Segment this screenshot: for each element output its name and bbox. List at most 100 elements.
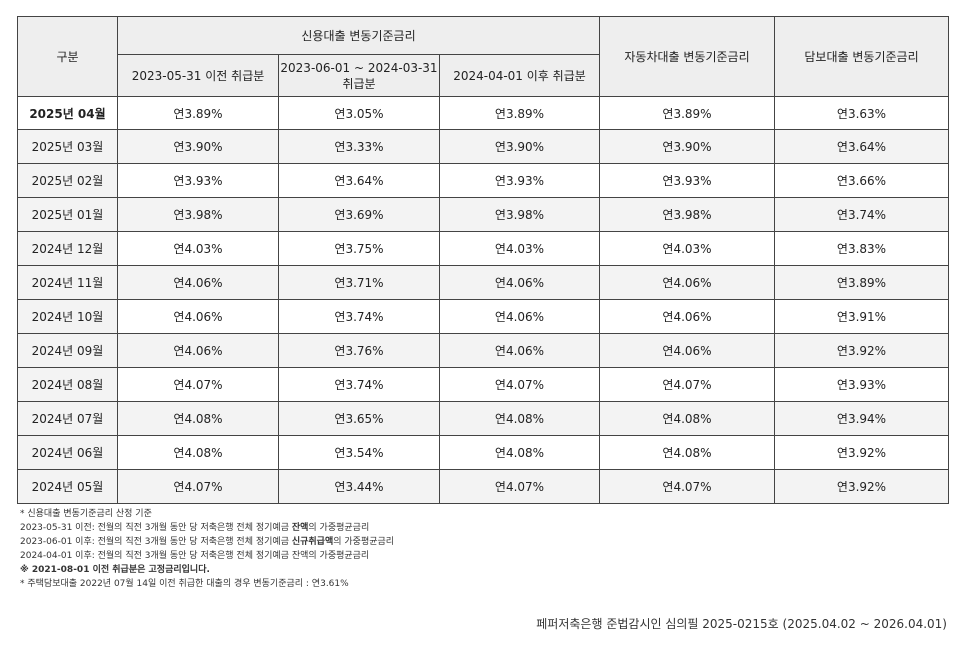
rate-cell: 연4.06% [599, 299, 775, 334]
rate-cell: 연3.92% [774, 435, 949, 470]
rate-cell: 연3.92% [774, 469, 949, 504]
table-row: 2024년 05월 연4.07% 연3.44% 연4.07% 연4.07% 연3.92% [17, 469, 949, 504]
table-row: 2025년 03월 연3.90% 연3.33% 연3.90% 연3.90% 연3.64% [17, 129, 949, 164]
rate-cell: 연4.06% [117, 265, 279, 300]
rate-cell: 연3.74% [278, 299, 440, 334]
rate-cell: 연4.07% [439, 367, 600, 402]
table-row: 2024년 10월 연4.06% 연3.74% 연4.06% 연4.06% 연3.91% [17, 299, 949, 334]
rate-cell: 연3.98% [439, 197, 600, 232]
rate-cell: 연4.06% [117, 333, 279, 368]
header-mortgage-loan: 담보대출 변동기준금리 [774, 16, 949, 97]
rate-cell: 연3.90% [599, 129, 775, 164]
row-label: 2024년 08월 [17, 367, 118, 402]
row-label: 2024년 06월 [17, 435, 118, 470]
header-credit-sub-3: 2024-04-01 이후 취급분 [439, 54, 600, 97]
rate-cell: 연3.93% [439, 163, 600, 198]
header-category: 구분 [17, 16, 118, 97]
rate-cell: 연3.90% [439, 129, 600, 164]
rate-cell: 연3.54% [278, 435, 440, 470]
rate-cell: 연4.03% [599, 231, 775, 266]
rate-cell: 연3.66% [774, 163, 949, 198]
table-row: 2024년 06월 연4.08% 연3.54% 연4.08% 연4.08% 연3.92% [17, 435, 949, 470]
table-row: 2024년 07월 연4.08% 연3.65% 연4.08% 연4.08% 연3.94% [17, 401, 949, 436]
note-5: ※ 2021-08-01 이전 취급분은 고정금리입니다. [20, 565, 210, 575]
table-row: 2024년 11월 연4.06% 연3.71% 연4.06% 연4.06% 연3.89% [17, 265, 949, 300]
rate-cell: 연3.90% [117, 129, 279, 164]
rate-cell: 연3.93% [599, 163, 775, 198]
header-credit-sub-2: 2023-06-01 ~ 2024-03-31 취급분 [278, 54, 440, 97]
rate-cell: 연4.07% [599, 367, 775, 402]
table-row: 2024년 12월 연4.03% 연3.75% 연4.03% 연4.03% 연3.83% [17, 231, 949, 266]
rate-cell: 연4.08% [599, 435, 775, 470]
rate-cell: 연4.06% [599, 333, 775, 368]
rate-cell: 연3.74% [774, 197, 949, 232]
header-credit-sub-1: 2023-05-31 이전 취급분 [117, 54, 279, 97]
row-label: 2024년 05월 [17, 469, 118, 504]
table-row: 2024년 08월 연4.07% 연3.74% 연4.07% 연4.07% 연3.93% [17, 367, 949, 402]
row-label: 2025년 03월 [17, 129, 118, 164]
rate-cell: 연3.98% [117, 197, 279, 232]
rate-cell: 연4.07% [439, 469, 600, 504]
table-row: 2025년 02월 연3.93% 연3.64% 연3.93% 연3.93% 연3.66% [17, 163, 949, 198]
rate-cell: 연4.06% [439, 333, 600, 368]
table-row: 2025년 01월 연3.98% 연3.69% 연3.98% 연3.98% 연3.74% [17, 197, 949, 232]
rate-cell: 연4.06% [599, 265, 775, 300]
note-4: 2024-04-01 이후: 전월의 직전 3개월 동안 당 저축은행 전체 정… [20, 551, 370, 561]
row-label: 2024년 11월 [17, 265, 118, 300]
rate-cell: 연3.83% [774, 231, 949, 266]
header-credit-group: 신용대출 변동기준금리 [117, 16, 600, 55]
rate-cell: 연4.06% [439, 299, 600, 334]
rate-cell: 연4.06% [439, 265, 600, 300]
rate-cell: 연4.08% [117, 435, 279, 470]
row-label: 2025년 04월 [17, 96, 118, 130]
rate-cell: 연3.76% [278, 333, 440, 368]
rate-cell: 연3.91% [774, 299, 949, 334]
current-month-row: 2025년 04월 연3.89% 연3.05% 연3.89% 연3.89% 연3… [17, 96, 949, 130]
compliance-footer: 페퍼저축은행 준법감시인 심의필 2025-0215호 (2025.04.02 … [536, 617, 947, 631]
row-label: 2024년 09월 [17, 333, 118, 368]
rate-cell: 연3.63% [774, 96, 949, 130]
header-car-loan: 자동차대출 변동기준금리 [599, 16, 775, 97]
rate-cell: 연3.71% [278, 265, 440, 300]
note-6: * 주택담보대출 2022년 07월 14일 이전 취급한 대출의 경우 변동기… [20, 579, 349, 589]
note-2: 2023-05-31 이전: 전월의 직전 3개월 동안 당 저축은행 전체 정… [20, 523, 370, 533]
rate-cell: 연3.89% [117, 96, 279, 130]
rate-table: 구분 신용대출 변동기준금리 자동차대출 변동기준금리 담보대출 변동기준금리 … [17, 16, 949, 504]
rate-cell: 연3.94% [774, 401, 949, 436]
rate-cell: 연4.03% [117, 231, 279, 266]
rate-cell: 연4.08% [439, 435, 600, 470]
rate-cell: 연4.08% [439, 401, 600, 436]
notes: * 신용대출 변동기준금리 산정 기준 2023-05-31 이전: 전월의 직… [20, 507, 394, 591]
rate-cell: 연3.98% [599, 197, 775, 232]
rate-cell: 연3.74% [278, 367, 440, 402]
rate-cell: 연3.65% [278, 401, 440, 436]
row-label: 2025년 02월 [17, 163, 118, 198]
rate-cell: 연4.03% [439, 231, 600, 266]
rate-cell: 연3.64% [278, 163, 440, 198]
rate-cell: 연4.08% [599, 401, 775, 436]
rate-cell: 연3.69% [278, 197, 440, 232]
note-3: 2023-06-01 이후: 전월의 직전 3개월 동안 당 저축은행 전체 정… [20, 537, 395, 547]
rate-cell: 연3.92% [774, 333, 949, 368]
rate-cell: 연3.44% [278, 469, 440, 504]
rate-cell: 연3.93% [117, 163, 279, 198]
rate-cell: 연3.64% [774, 129, 949, 164]
rate-cell: 연3.89% [439, 96, 600, 130]
rate-cell: 연3.05% [278, 96, 440, 130]
rate-cell: 연4.08% [117, 401, 279, 436]
row-label: 2024년 12월 [17, 231, 118, 266]
rate-cell: 연3.33% [278, 129, 440, 164]
rate-cell: 연4.07% [117, 469, 279, 504]
rate-cell: 연3.75% [278, 231, 440, 266]
rate-cell: 연3.89% [774, 265, 949, 300]
rate-cell: 연4.07% [599, 469, 775, 504]
row-label: 2024년 10월 [17, 299, 118, 334]
rate-cell: 연3.89% [599, 96, 775, 130]
rate-cell: 연3.93% [774, 367, 949, 402]
table-row: 2024년 09월 연4.06% 연3.76% 연4.06% 연4.06% 연3.92% [17, 333, 949, 368]
note-1: * 신용대출 변동기준금리 산정 기준 [20, 509, 152, 519]
rate-cell: 연4.07% [117, 367, 279, 402]
rate-cell: 연4.06% [117, 299, 279, 334]
row-label: 2024년 07월 [17, 401, 118, 436]
row-label: 2025년 01월 [17, 197, 118, 232]
